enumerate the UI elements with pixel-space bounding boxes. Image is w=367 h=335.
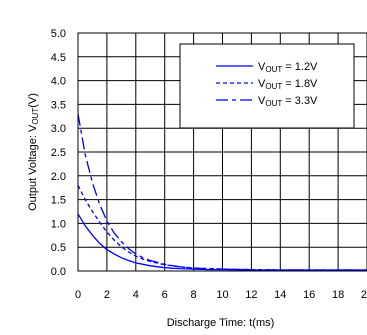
legend-box [179,43,355,129]
legend-label-value: = 1.8V [282,78,318,90]
x-tick-label: 12 [245,289,257,301]
legend-label-prefix: V [258,95,266,107]
y-tick-label: 3.5 [51,99,66,111]
x-axis-label: Discharge Time: t(ms) [167,317,275,329]
y-axis-label-subscript: OUT [31,108,40,125]
y-tick-label: 4.5 [51,52,66,64]
x-tick-label: 6 [162,289,168,301]
y-axis-label-main: Output Voltage: V [27,124,39,211]
legend-label-2: VOUT = 1.8V [258,78,318,91]
tick-layer: 0.0 0.5 1.0 1.5 2.0 2.5 3.0 3.5 4.0 4.5 5.0 0 2 4 6 8 10… [51,28,367,301]
series-line-2 [77,185,367,271]
legend-label-subscript: OUT [265,82,282,91]
x-tick-label: 4 [133,289,139,301]
x-tick-label: 0 [75,289,81,301]
x-tick-label: 20 [361,289,367,301]
legend-label-1: VOUT = 1.2V [258,61,318,74]
y-tick-label: 2.5 [51,147,66,159]
legend-label-subscript: OUT [265,99,282,108]
series-line-3 [77,113,367,271]
legend-label-value: = 1.2V [282,61,318,73]
x-tick-label: 10 [216,289,228,301]
x-tick-label: 16 [303,289,315,301]
y-axis-label-unit: (V) [27,93,39,108]
y-tick-label: 4.0 [51,76,66,88]
y-tick-label: 1.0 [51,218,66,230]
x-tick-label: 18 [332,289,344,301]
legend-label-value: = 3.3V [282,95,318,107]
y-tick-label: 2.0 [51,171,66,183]
legend-label-prefix: V [258,78,266,90]
x-tick-label: 2 [104,289,110,301]
x-tick-label: 8 [191,289,197,301]
y-tick-label: 5.0 [51,28,66,40]
legend-label-subscript: OUT [265,65,282,74]
plot-frame [77,32,367,272]
y-tick-label: 0.5 [51,242,66,254]
legend-label-prefix: V [258,61,266,73]
y-axis-label: Output Voltage: VOUT(V) [27,93,40,211]
legend-label-3: VOUT = 3.3V [258,95,318,108]
x-tick-label: 14 [274,289,286,301]
y-tick-label: 0.0 [51,266,66,278]
series-layer [77,113,367,271]
y-tick-label: 1.5 [51,195,66,207]
y-tick-label: 3.0 [51,123,66,135]
